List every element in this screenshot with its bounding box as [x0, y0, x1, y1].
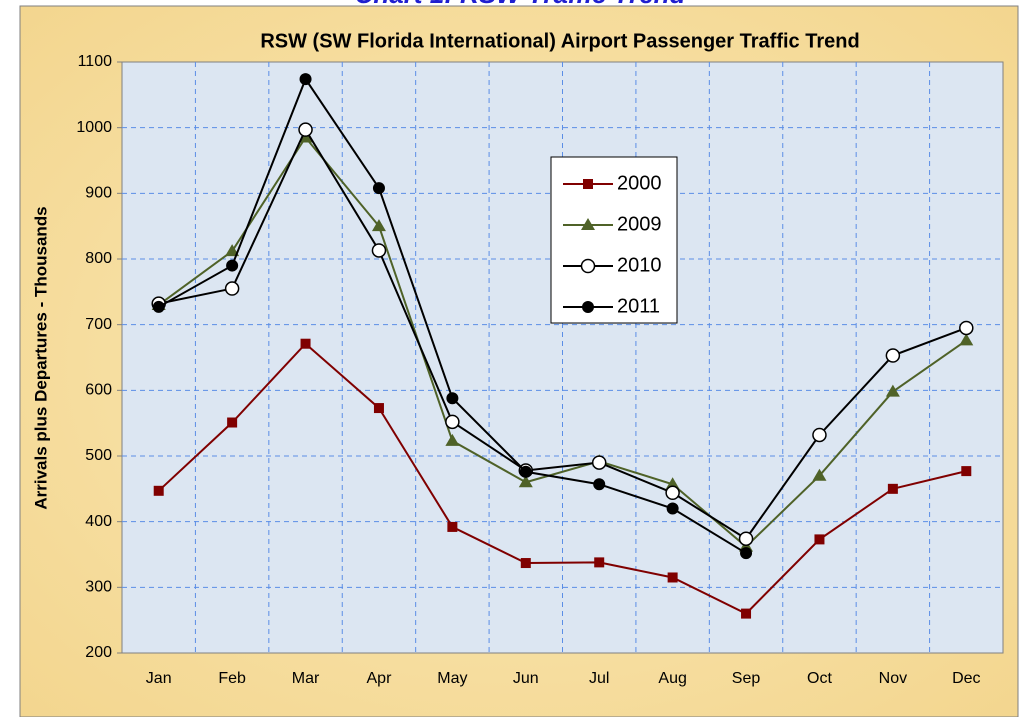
x-tick-label: Oct: [807, 670, 832, 687]
marker: [224, 281, 240, 296]
marker: [665, 477, 680, 490]
marker: [445, 433, 460, 446]
y-tick-label: 500: [85, 447, 112, 464]
marker: [591, 455, 607, 470]
marker: [738, 531, 754, 546]
series: [151, 122, 974, 546]
x-tick-label: Apr: [367, 670, 393, 687]
y-tick-label: 400: [85, 513, 112, 530]
marker: [153, 485, 164, 496]
x-tick-label: Jul: [589, 670, 609, 687]
x-tick-label: Mar: [292, 670, 320, 687]
plot-area: [121, 61, 1004, 654]
legend-label: 2000: [617, 172, 662, 194]
marker: [445, 414, 460, 430]
marker: [740, 547, 753, 560]
legend-label: 2011: [617, 295, 660, 317]
marker: [594, 557, 605, 568]
marker: [959, 320, 974, 336]
marker: [885, 384, 900, 397]
y-tick-label: 1000: [76, 119, 112, 136]
y-tick-label: 800: [85, 250, 112, 267]
marker: [593, 478, 606, 491]
chart-title: RSW (SW Florida International) Airport P…: [260, 30, 859, 52]
marker: [887, 483, 898, 494]
marker: [519, 465, 532, 478]
y-tick-label: 700: [85, 316, 112, 333]
marker: [582, 301, 594, 313]
x-tick-label: Jan: [146, 670, 172, 687]
marker: [227, 417, 238, 428]
y-axis-label: Arrivals plus Departures - Thousands: [31, 206, 50, 509]
marker: [959, 333, 974, 346]
line: [158, 342, 967, 615]
y-tick-label: 900: [85, 185, 112, 202]
marker: [814, 534, 825, 545]
marker: [741, 608, 752, 619]
marker: [667, 572, 678, 583]
line: [158, 127, 967, 541]
marker: [666, 502, 679, 515]
x-tick-label: Nov: [879, 670, 907, 687]
marker: [225, 244, 240, 257]
marker: [961, 466, 972, 477]
legend-label: 2010: [617, 254, 662, 276]
marker: [299, 73, 312, 86]
marker: [300, 338, 311, 349]
y-tick-label: 200: [85, 644, 112, 661]
marker: [371, 219, 386, 232]
marker: [812, 468, 827, 481]
x-tick-label: Sep: [732, 670, 761, 687]
marker: [518, 475, 533, 488]
marker: [581, 218, 595, 230]
series: [153, 338, 972, 619]
marker: [885, 348, 901, 363]
marker: [226, 259, 239, 272]
marker: [665, 485, 680, 501]
x-tick-label: Jun: [513, 670, 539, 687]
header: Chart 1: RSW Traffic Trend: [355, 0, 687, 9]
x-tick-label: May: [437, 670, 467, 687]
legend-label: 2009: [617, 213, 662, 235]
marker: [372, 182, 385, 195]
marker: [152, 300, 165, 313]
marker: [446, 392, 459, 405]
x-tick-label: Aug: [658, 670, 686, 687]
marker: [298, 122, 313, 137]
legend: 2000 2009 2010 2011: [550, 156, 678, 324]
y-tick-label: 600: [85, 382, 112, 399]
x-tick-label: Dec: [952, 670, 980, 687]
marker: [520, 558, 531, 569]
marker: [373, 403, 384, 414]
marker: [447, 521, 458, 532]
marker: [371, 243, 387, 258]
marker: [580, 258, 596, 274]
x-tick-label: Feb: [218, 670, 246, 687]
marker: [812, 427, 827, 443]
marker: [583, 179, 593, 189]
series: [152, 73, 753, 560]
y-tick-label: 300: [85, 579, 112, 596]
y-tick-label: 1100: [78, 53, 113, 70]
